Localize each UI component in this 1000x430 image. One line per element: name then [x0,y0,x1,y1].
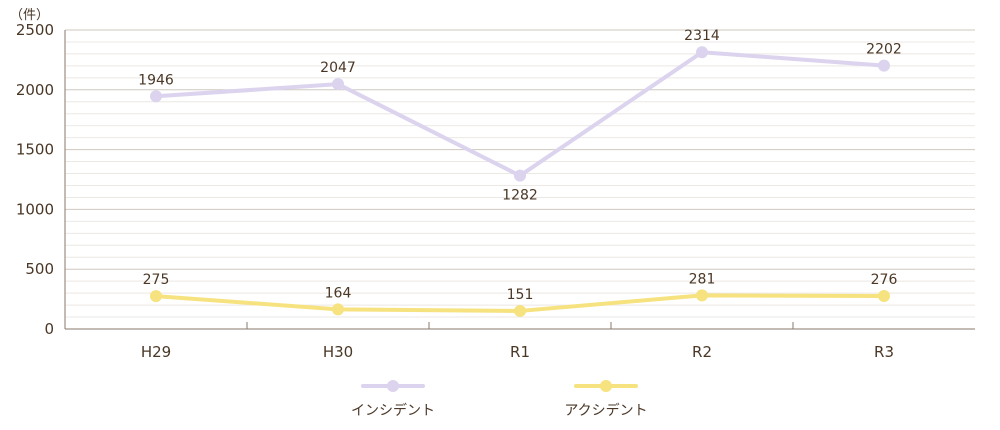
legend-swatch-marker [387,380,399,392]
data-point [332,78,344,91]
data-label: 1946 [138,72,174,88]
data-label: 2314 [684,28,720,44]
x-tick-label: R3 [874,343,894,361]
legend-swatch-marker [600,380,612,392]
data-label: 275 [143,272,170,288]
y-tick-label: 500 [25,260,54,278]
y-axis-unit-label: （件） [10,8,49,23]
data-point [696,289,708,302]
data-label: 276 [871,272,898,288]
y-tick-label: 1500 [16,141,54,159]
legend-label: インシデント [351,402,435,419]
data-label: 1282 [502,188,538,204]
grid-lines [65,29,975,318]
series-lines [150,46,890,317]
data-point [696,46,708,59]
data-label: 2047 [320,60,356,76]
data-point [514,169,526,182]
data-label: 151 [507,287,534,303]
data-label: 164 [325,285,352,301]
data-label: 2202 [866,42,902,58]
x-tick-label: R1 [510,343,530,361]
y-tick-label: 2500 [16,21,54,39]
data-point [332,303,344,316]
axes: 0 500 1000 1500 2000 2500 H29 H30 R1 R2 R3 [16,21,975,361]
x-tick-label: H30 [323,343,353,361]
y-tick-label: 2000 [16,81,54,99]
y-tick-label: 0 [44,320,54,338]
legend-label: アクシデント [564,402,647,419]
data-point [150,90,162,103]
y-tick-label: 1000 [16,200,54,218]
legend: インシデント アクシデント [351,380,648,419]
x-tick-label: R2 [692,343,712,361]
x-tick-label: H29 [141,343,171,361]
data-label: 281 [689,271,716,287]
data-labels: 1946 2047 1282 2314 2202 275 164 151 281 276 [138,28,902,303]
data-point [878,59,890,72]
data-point [150,290,162,303]
data-point [514,304,526,317]
data-point [878,289,890,302]
